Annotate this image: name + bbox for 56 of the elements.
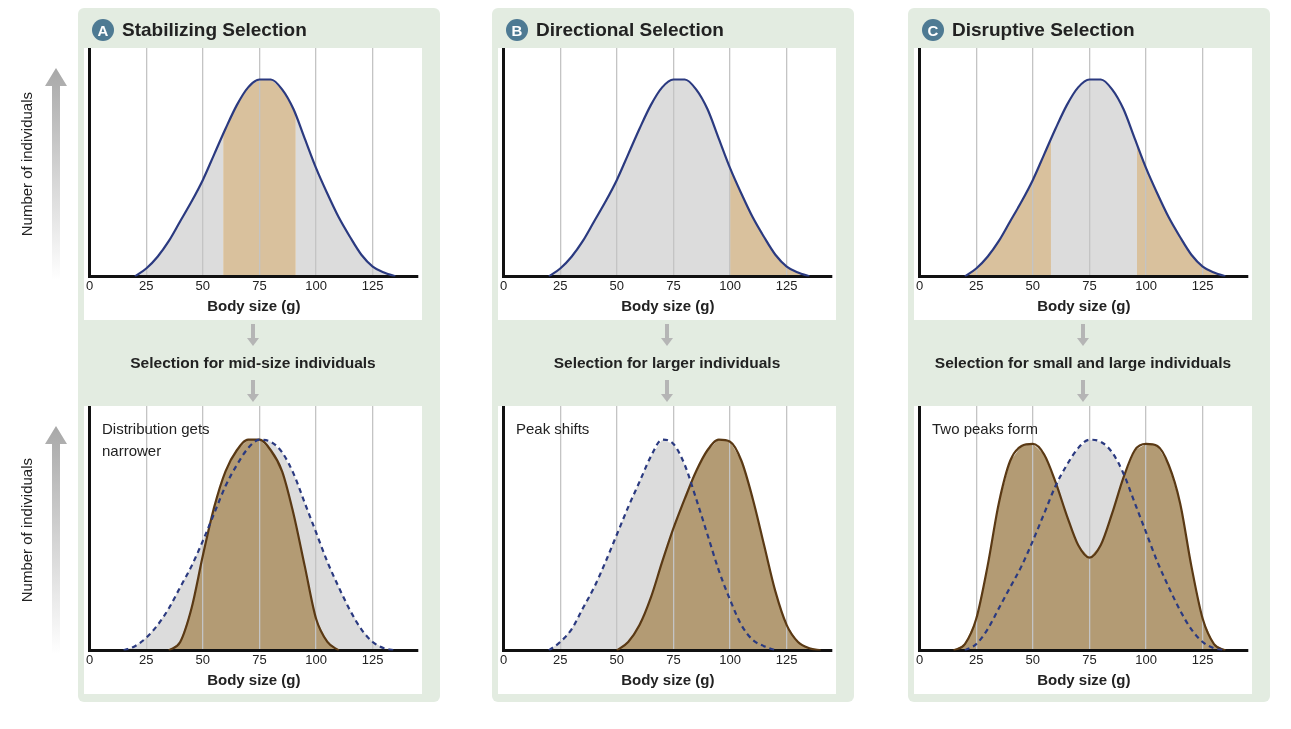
x-tick-label: 25 [139,277,154,293]
x-tick-label: 100 [305,277,327,293]
x-tick-label: 75 [666,277,681,293]
chart-subtitle: Selection for small and large individuals [933,354,1233,372]
x-tick-label: 125 [1191,277,1214,293]
x-tick-label: 25 [139,651,154,667]
text: A [92,19,114,41]
x-tick-label: 75 [252,277,267,293]
x-tick-label: 25 [553,651,568,667]
x-tick-label: 75 [1082,277,1097,293]
x-axis-title: Body size (g) [621,297,715,315]
x-tick-label: 125 [775,277,798,293]
x-tick-label: 125 [1191,651,1214,667]
chart-title: Disruptive Selection [952,19,1135,41]
x-tick-label: 100 [1135,651,1157,667]
text: C [922,19,944,41]
x-tick-label: 50 [195,277,211,293]
text: Peak shifts [516,419,591,439]
x-axis-title: Body size (g) [1037,671,1131,689]
x-tick-label: 0 [500,651,508,667]
chart-subtitle: Selection for mid-size individuals [129,354,377,372]
x-tick-label: 75 [1082,651,1097,667]
x-tick-label: 100 [719,277,741,293]
x-tick-label: 100 [305,651,327,667]
chart-title: Stabilizing Selection [122,19,307,41]
x-tick-label: 25 [969,651,984,667]
x-tick-label: 0 [916,277,924,293]
x-axis-title: Body size (g) [1037,297,1131,315]
x-tick-label: 0 [86,651,94,667]
x-tick-label: 0 [500,277,508,293]
x-tick-label: 50 [609,277,625,293]
chart-title: Directional Selection [536,19,724,41]
x-tick-label: 125 [361,277,384,293]
x-tick-label: 0 [86,277,94,293]
x-axis-title: Body size (g) [207,671,301,689]
x-tick-label: 75 [666,651,681,667]
x-tick-label: 100 [1135,277,1157,293]
x-tick-label: 25 [553,277,568,293]
chart-subtitle: Selection for larger individuals [552,354,782,372]
x-tick-label: 50 [609,651,625,667]
annotation: Distribution gets narrower [102,419,211,461]
x-tick-label: 125 [361,651,384,667]
x-tick-label: 0 [916,651,924,667]
text: B [506,19,528,41]
x-tick-label: 50 [195,651,211,667]
x-tick-label: 125 [775,651,798,667]
x-tick-label: 75 [252,651,267,667]
x-tick-label: 50 [1025,277,1041,293]
x-tick-label: 25 [969,277,984,293]
x-tick-label: 100 [719,651,741,667]
x-axis-title: Body size (g) [621,671,715,689]
text: Two peaks form [932,419,1039,439]
x-axis-title: Body size (g) [207,297,301,315]
y-axis-title: Number of individuals [18,457,35,603]
x-tick-label: 50 [1025,651,1041,667]
y-axis-title: Number of individuals [18,91,35,237]
